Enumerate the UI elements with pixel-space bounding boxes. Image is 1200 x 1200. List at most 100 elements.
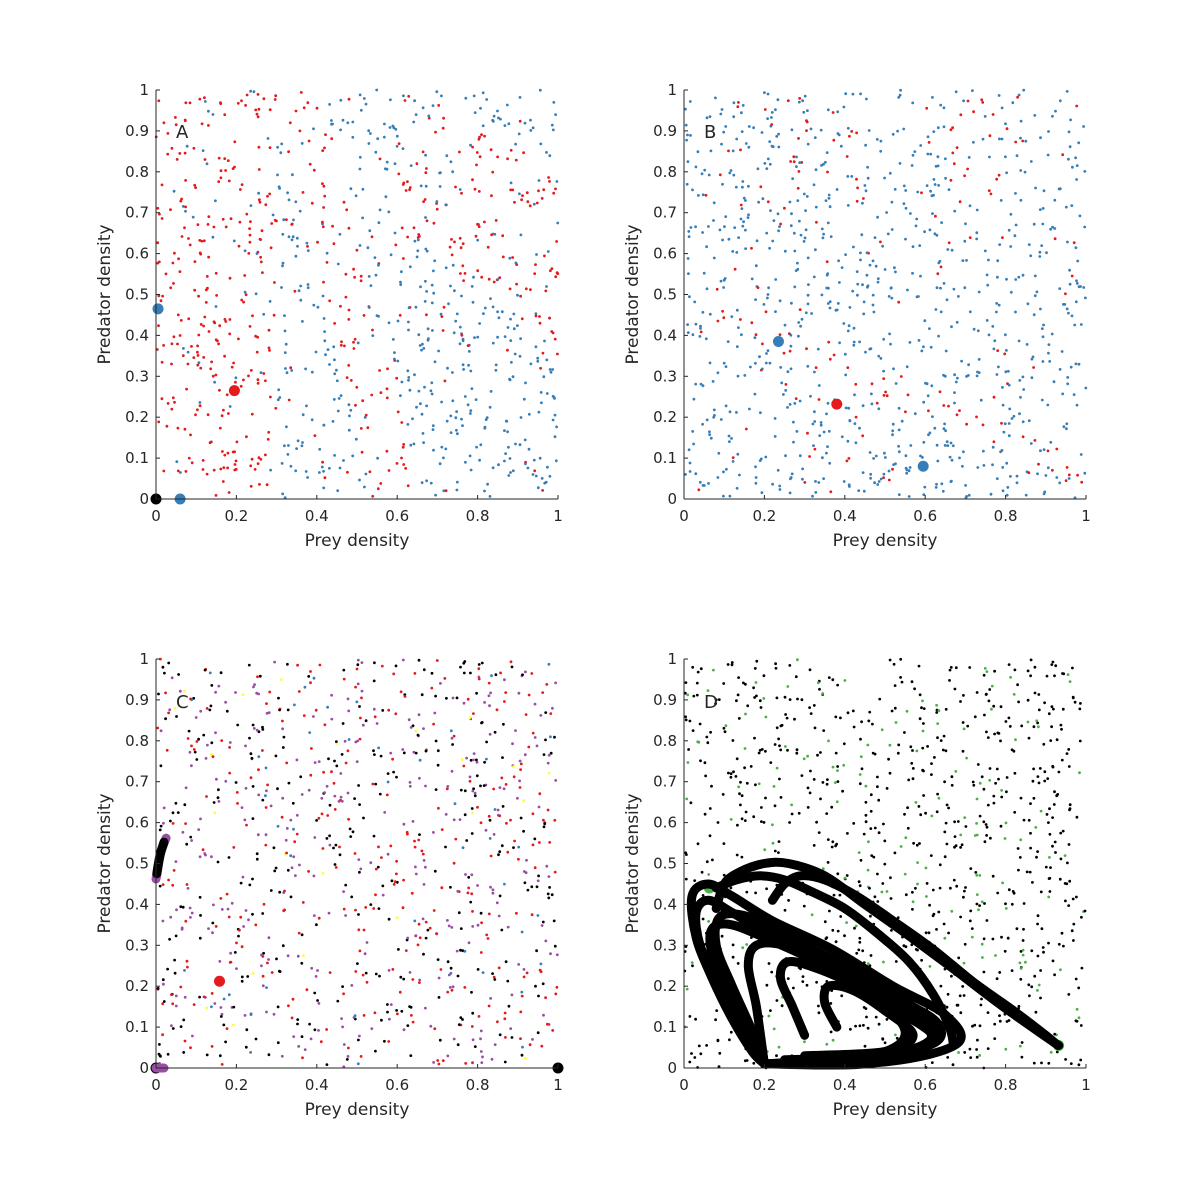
sample-point [778,225,781,229]
y-tick-label: 0 [139,490,149,508]
sample-point [825,782,829,786]
sample-point [1068,282,1072,286]
sample-point [189,835,193,839]
y-axis-label: Predator density [623,224,643,364]
sample-point [926,394,930,398]
sample-point [268,690,272,694]
sample-point [267,958,270,961]
sample-point [729,1030,733,1034]
sample-point [249,484,253,488]
sample-point [727,149,730,153]
sample-point [768,246,771,250]
sample-point [866,743,870,747]
sample-point [763,848,767,852]
sample-point [834,308,838,312]
sample-point [285,425,288,429]
sample-point [961,721,965,724]
sample-point [257,191,260,195]
sample-point [535,744,539,748]
sample-point [744,247,747,251]
sample-point [432,269,435,273]
sample-point [424,216,427,219]
sample-point [1008,407,1012,411]
sample-point [251,817,255,820]
sample-point [300,961,304,965]
sample-point [817,831,821,834]
sample-point [223,354,227,358]
sample-point [995,177,999,181]
sample-point [556,221,560,225]
sample-point [860,233,864,237]
sample-point [522,975,526,979]
sample-point [171,1002,175,1006]
sample-point [983,840,987,844]
sample-point [1055,738,1059,742]
sample-point [296,1018,300,1021]
sample-point [396,359,400,363]
sample-point [698,722,702,726]
sample-point [701,310,705,314]
sample-point [708,361,712,365]
x-tick-label: 1 [553,1076,563,1094]
sample-point [464,873,467,876]
sample-point [261,728,265,731]
sample-point [1032,725,1036,729]
sample-point [1048,856,1051,859]
sample-point [975,1055,979,1059]
sample-point [298,129,302,133]
sample-point [779,366,783,369]
sample-point [430,301,434,305]
sample-point [295,813,299,817]
sample-point [909,212,912,215]
sample-point [986,1011,990,1014]
sample-point [1074,246,1078,250]
sample-point [868,886,871,890]
sample-point [935,711,939,714]
sample-point [731,739,735,742]
sample-point [254,923,258,927]
sample-point [768,162,772,166]
sample-point [843,934,846,938]
sample-point [519,762,523,766]
sample-point [1079,702,1082,705]
sample-point [170,1024,173,1028]
sample-point [883,839,887,843]
sample-point [413,99,416,103]
sample-point [703,761,707,765]
sample-point [1043,779,1047,783]
sample-point [742,220,745,224]
sample-point [997,732,1001,735]
sample-point [832,353,836,357]
sample-point [1046,153,1050,157]
sample-point [1020,724,1024,728]
sample-point [547,896,551,900]
sample-point [966,724,970,728]
sample-point [543,481,547,485]
sample-point [492,975,496,979]
sample-point [386,1010,389,1014]
sample-point [968,919,972,923]
sample-point [743,1059,747,1063]
sample-point [929,152,933,156]
sample-point [385,449,389,453]
x-tick-label: 0.6 [913,507,937,525]
sample-point [438,1038,442,1042]
sample-point [214,271,218,275]
sample-point [199,252,203,256]
sample-point [382,135,386,139]
sample-point [185,387,189,391]
sample-point [701,231,704,234]
sample-point [1055,476,1059,479]
sample-point [501,756,504,759]
sample-point [950,325,953,329]
sample-point [308,1022,311,1026]
sample-point [196,223,200,227]
sample-point [693,879,697,882]
sample-point [526,200,530,204]
sample-point [872,855,876,859]
sample-point [961,464,964,468]
sample-point [221,217,225,221]
sample-point [363,485,366,489]
sample-point [229,217,233,221]
sample-point [1005,493,1009,497]
